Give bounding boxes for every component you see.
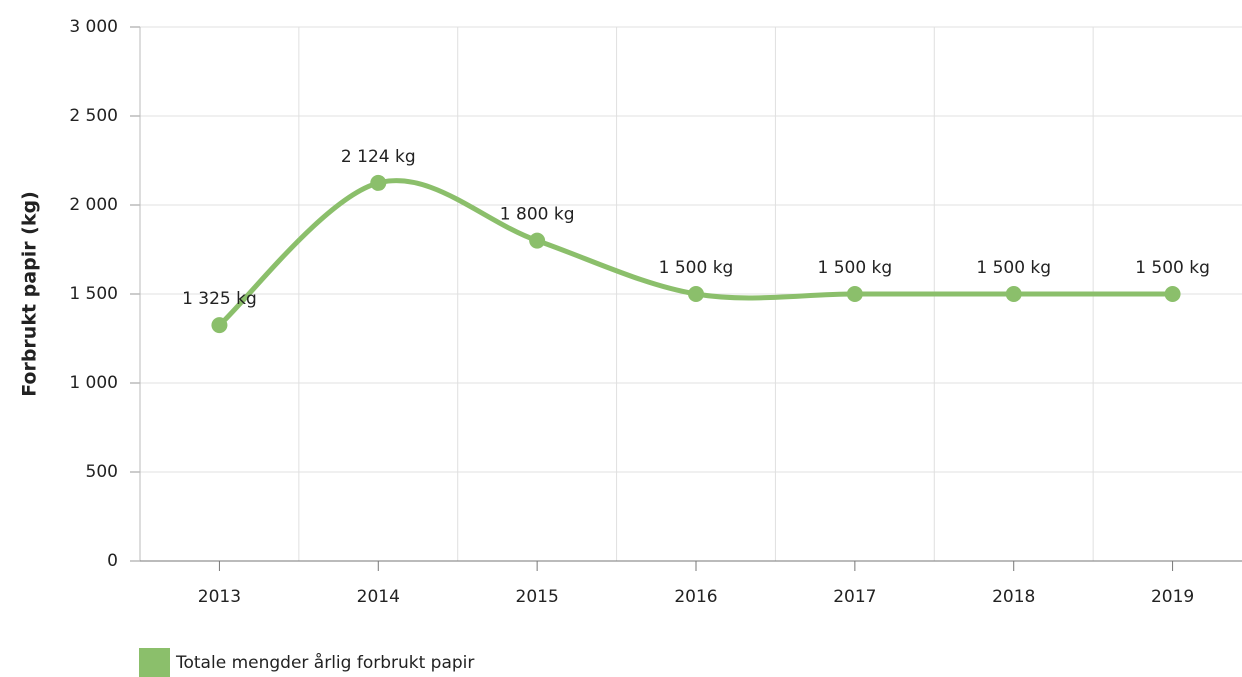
point	[211, 317, 228, 334]
legend-swatch	[139, 648, 170, 677]
x-tick-label: 2014	[357, 587, 400, 607]
x-tick-label: 2018	[992, 587, 1035, 607]
y-axis-title: Forbrukt papir (kg)	[19, 191, 41, 397]
legend-label: Totale mengder årlig forbrukt papir	[175, 652, 474, 673]
y-tick-label: 1 500	[69, 284, 118, 304]
point	[370, 174, 387, 191]
data-label: 1 800 kg	[500, 205, 575, 225]
data-label: 1 500 kg	[976, 258, 1051, 278]
x-tick-label: 2013	[198, 587, 241, 607]
y-tick-label: 2 500	[69, 106, 118, 126]
x-tick-label: 2015	[516, 587, 559, 607]
point	[1005, 286, 1022, 302]
data-label: 1 500 kg	[659, 258, 734, 278]
x-tick-label: 2017	[833, 587, 876, 607]
data-label: 1 325 kg	[182, 289, 257, 309]
point	[529, 232, 546, 249]
point	[688, 286, 704, 302]
data-label: 1 500 kg	[1135, 258, 1210, 278]
point	[846, 286, 863, 302]
data-label: 1 500 kg	[817, 258, 892, 278]
point	[1164, 286, 1181, 302]
y-tick-label: 1 000	[69, 373, 118, 393]
y-tick-label: 3 000	[69, 17, 118, 37]
y-tick-label: 0	[107, 551, 118, 571]
data-label: 2 124 kg	[341, 147, 416, 167]
x-tick-label: 2016	[674, 587, 717, 607]
y-tick-label: 500	[86, 462, 118, 482]
y-tick-label: 2 000	[69, 195, 118, 215]
series-line	[216, 178, 1176, 328]
x-tick-label: 2019	[1151, 587, 1194, 607]
